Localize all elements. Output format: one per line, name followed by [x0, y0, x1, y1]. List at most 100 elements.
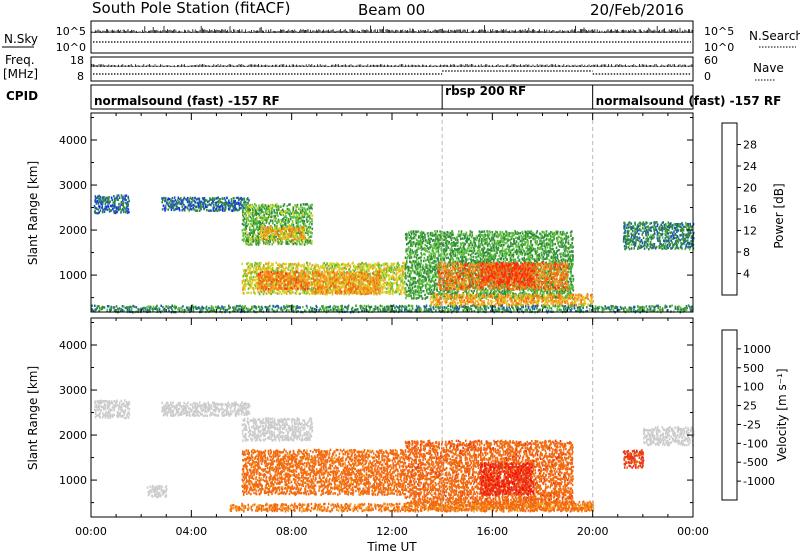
echo-cell [333, 262, 335, 265]
echo-cell [281, 230, 283, 234]
echo-cell [324, 266, 327, 269]
echo-cell [117, 207, 119, 210]
echo-cell [233, 209, 236, 212]
echo-cell [280, 205, 282, 208]
echo-cell [254, 292, 256, 295]
echo-cell [266, 285, 268, 289]
echo-cell [311, 289, 313, 292]
echo-cell [193, 208, 195, 211]
echo-cell [289, 286, 291, 289]
echo-cell [296, 205, 298, 208]
echo-cell [414, 252, 417, 255]
echo-cell [425, 277, 427, 281]
echo-cell [325, 275, 328, 279]
echo-cell [419, 278, 422, 281]
echo-cell [435, 232, 437, 236]
echo-cell [388, 274, 391, 277]
echo-cell [341, 284, 343, 288]
echo-cell [299, 242, 301, 246]
echo-cell [435, 265, 438, 268]
echo-cell [346, 271, 348, 274]
echo-cell [341, 263, 343, 266]
echo-cell [287, 233, 289, 236]
echo-cell [292, 242, 295, 246]
echo-cell [294, 229, 297, 232]
echo-cell [428, 288, 431, 291]
echo-cell [405, 266, 407, 269]
echo-cell [284, 290, 286, 293]
echo-cell [232, 205, 234, 208]
echo-cell [292, 206, 295, 210]
echo-cell [302, 226, 304, 229]
echo-cell [276, 211, 278, 214]
echo-cell [272, 221, 274, 225]
echo-cell [280, 213, 282, 216]
echo-cell [124, 198, 126, 201]
echo-cell [244, 203, 247, 206]
echo-cell [253, 206, 256, 210]
echo-cell [293, 271, 296, 274]
echo-cell [117, 198, 119, 202]
echo-cell [241, 262, 244, 266]
echo-cell [104, 198, 107, 201]
echo-cell [299, 286, 302, 289]
echo-cell [169, 205, 171, 209]
echo-cell [407, 289, 410, 292]
echo-cell [242, 232, 245, 236]
echo-cell [302, 221, 304, 225]
echo-cell [299, 231, 302, 234]
echo-cell [305, 292, 307, 295]
echo-cell [300, 236, 302, 239]
echo-cell [108, 196, 110, 199]
echo-cell [251, 265, 253, 268]
echo-cell [291, 268, 293, 271]
echo-cell [391, 285, 394, 288]
echo-cell [203, 201, 206, 205]
echo-cell [326, 266, 328, 270]
echo-cell [243, 274, 245, 278]
echo-cell [293, 215, 296, 218]
echo-cell [398, 286, 400, 289]
echo-cell [216, 209, 218, 213]
echo-cell [280, 292, 283, 296]
echo-cell [311, 292, 313, 295]
echo-cell [182, 198, 185, 201]
freq-label: Freq. [5, 53, 35, 67]
echo-cell [244, 207, 247, 210]
echo-cell [94, 195, 97, 198]
echo-cell [303, 243, 306, 246]
echo-cell [263, 205, 265, 208]
echo-cell [253, 236, 255, 240]
echo-cell [272, 284, 275, 287]
echo-cell [310, 278, 312, 281]
echo-cell [251, 278, 254, 282]
echo-cell [194, 209, 197, 212]
echo-cell [289, 215, 292, 218]
echo-cell [208, 203, 211, 206]
echo-cell [249, 203, 251, 207]
echo-cell [246, 274, 248, 277]
echo-cell [180, 197, 182, 200]
echo-cell [416, 253, 419, 257]
echo-cell [341, 271, 343, 274]
echo-cell [318, 267, 321, 271]
echo-cell [250, 236, 252, 240]
echo-cell [316, 288, 318, 292]
echo-cell [294, 211, 297, 215]
echo-cell [253, 291, 255, 294]
echo-cell [111, 198, 113, 202]
echo-cell [420, 255, 423, 259]
echo-cell [258, 282, 260, 285]
echo-cell [251, 231, 253, 235]
echo-cell [257, 228, 259, 232]
echo-cell [272, 238, 274, 242]
echo-cell [286, 287, 288, 291]
echo-cell [97, 208, 99, 211]
echo-cell [412, 289, 415, 293]
echo-cell [278, 286, 280, 289]
echo-cell [267, 240, 270, 243]
echo-cell [405, 277, 407, 280]
echo-cell [243, 239, 245, 243]
echo-cell [246, 278, 248, 281]
echo-cell [233, 206, 236, 209]
